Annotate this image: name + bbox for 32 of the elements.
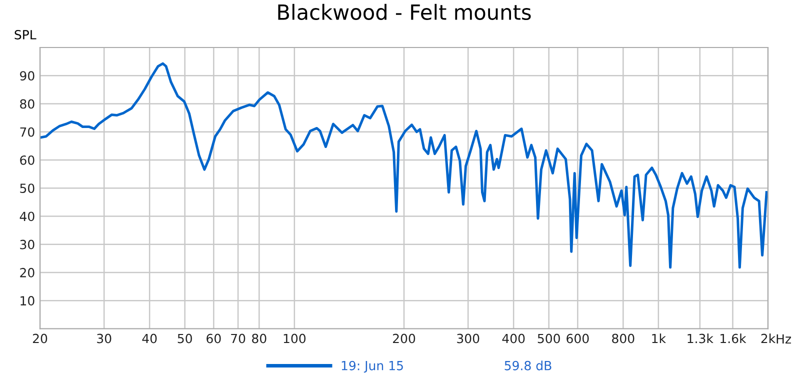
text: 59.8 dB — [504, 360, 552, 370]
y-tick-label: 10 — [20, 296, 34, 306]
y-tick-label: 70 — [20, 127, 34, 137]
x-tick-label: 50 — [178, 334, 192, 344]
y-tick-label: 90 — [20, 71, 34, 81]
y-tick-label: 20 — [20, 268, 34, 278]
chart-title: Blackwood - Felt mounts — [278, 4, 531, 20]
y-axis-title: SPL — [14, 30, 36, 40]
legend-label: 19: Jun 15 — [342, 360, 403, 373]
x-tick-label: 70 — [231, 334, 246, 344]
x-tick-label: 60 — [206, 334, 221, 344]
x-tick-label: 1.3k — [688, 334, 714, 344]
x-tick-label: 400 — [502, 334, 525, 344]
x-tick-label: 80 — [252, 334, 266, 344]
x-tick-label: 200 — [392, 334, 416, 344]
x-tick-label: 1.6k — [720, 334, 746, 344]
x-tick-label: 300 — [457, 334, 480, 344]
y-tick-label: 80 — [20, 99, 34, 109]
x-tick-label: 2k — [761, 334, 776, 344]
x-tick-label: 20 — [32, 334, 48, 344]
x-tick-label: 100 — [284, 334, 306, 344]
x-tick-label: 500 — [538, 334, 560, 344]
y-tick-label: 60 — [20, 155, 34, 165]
x-tick-label: 1k — [652, 334, 666, 344]
x-tick-label: 600 — [566, 334, 589, 344]
x-tick-label: 30 — [97, 334, 112, 344]
y-tick-label: 50 — [20, 184, 34, 194]
x-axis-title: Hz — [776, 334, 791, 344]
y-tick-label: 40 — [20, 212, 34, 222]
y-tick-label: 30 — [20, 240, 34, 250]
x-tick-label: 800 — [612, 334, 634, 344]
x-tick-label: 40 — [142, 334, 157, 344]
